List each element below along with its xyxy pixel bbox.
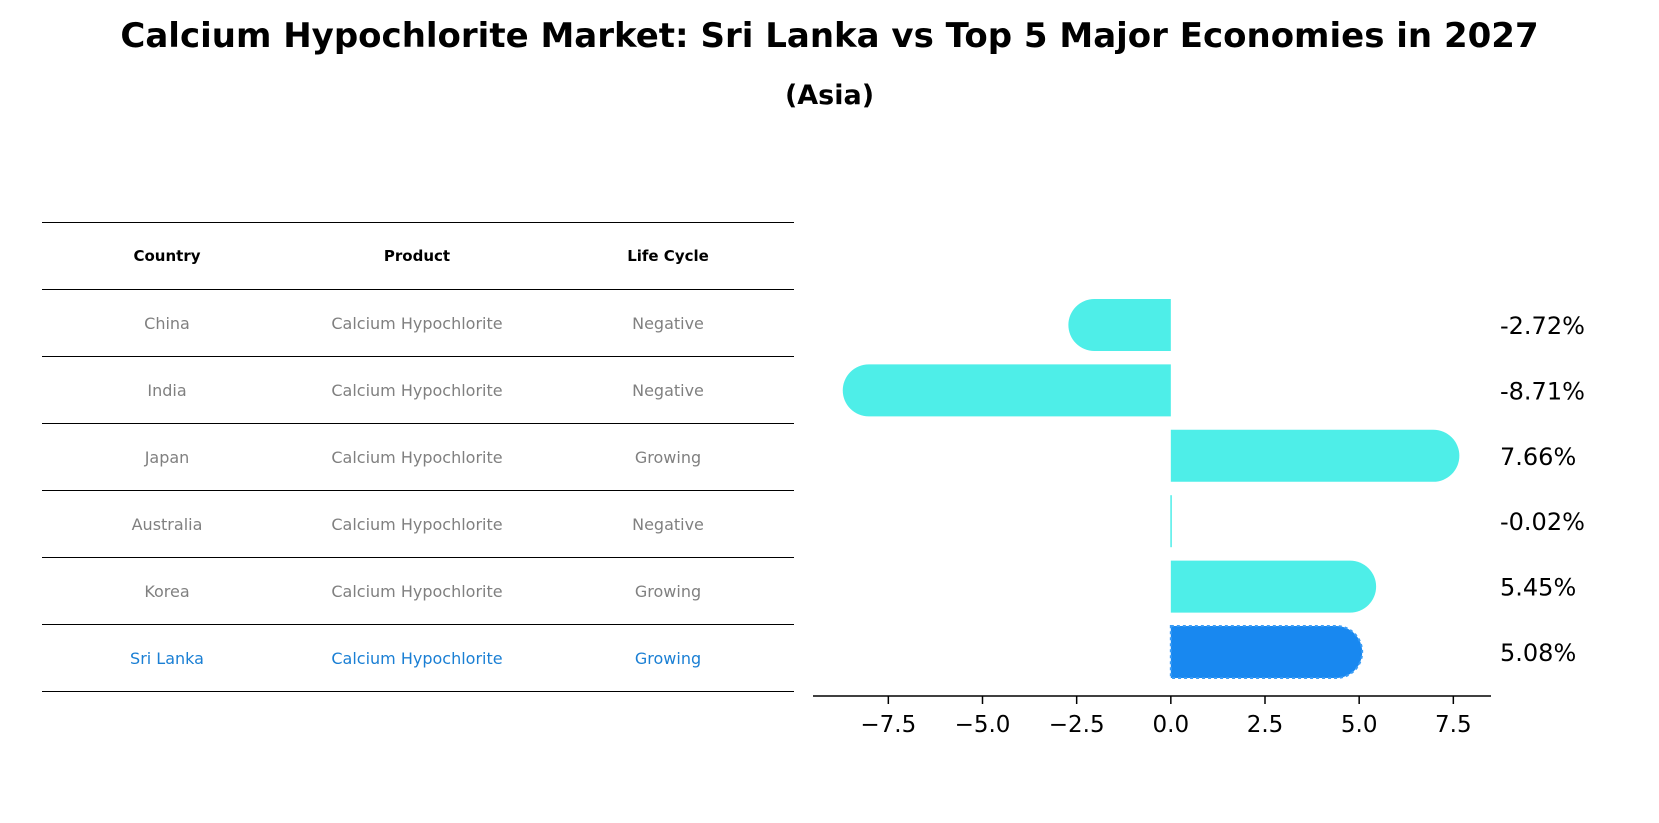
- header-country: Country: [42, 222, 292, 290]
- cell-life-cycle: Growing: [542, 624, 794, 692]
- cell-country: Australia: [42, 490, 292, 558]
- header-life-cycle: Life Cycle: [542, 222, 794, 290]
- x-tick-label: 7.5: [1435, 712, 1472, 738]
- cell-product: Calcium Hypochlorite: [292, 490, 542, 558]
- value-label: -0.02%: [1500, 508, 1585, 536]
- bar-korea: [1170, 560, 1377, 613]
- table-row: Korea Calcium Hypochlorite Growing: [42, 557, 794, 625]
- cell-country: Japan: [42, 423, 292, 491]
- cell-product: Calcium Hypochlorite: [292, 557, 542, 625]
- value-label: 5.08%: [1500, 639, 1576, 667]
- chart-subtitle: (Asia): [784, 80, 875, 111]
- value-label: -8.71%: [1500, 377, 1585, 405]
- value-label: -2.72%: [1500, 312, 1585, 340]
- cell-country: India: [42, 356, 292, 424]
- cell-product: Calcium Hypochlorite: [292, 289, 542, 357]
- bar-china: [1068, 299, 1171, 351]
- cell-life-cycle: Growing: [542, 423, 794, 491]
- table-header-row: Country Product Life Cycle: [42, 222, 794, 290]
- x-tick-label: −2.5: [1049, 712, 1105, 738]
- table-row: India Calcium Hypochlorite Negative: [42, 356, 794, 424]
- x-tick-label: 2.5: [1247, 712, 1284, 738]
- cell-product: Calcium Hypochlorite: [292, 624, 542, 692]
- x-tick-label: 5.0: [1341, 712, 1378, 738]
- value-label: 5.45%: [1500, 574, 1576, 602]
- data-table: Country Product Life Cycle China Calcium…: [42, 222, 794, 692]
- cell-product: Calcium Hypochlorite: [292, 356, 542, 424]
- table-row: China Calcium Hypochlorite Negative: [42, 289, 794, 357]
- table-row: Japan Calcium Hypochlorite Growing: [42, 423, 794, 491]
- cell-country: Sri Lanka: [42, 624, 292, 692]
- bar-australia: [1170, 495, 1172, 548]
- bar-india: [842, 364, 1171, 417]
- cell-life-cycle: Negative: [542, 356, 794, 424]
- cell-country: China: [42, 289, 292, 357]
- cell-life-cycle: Negative: [542, 289, 794, 357]
- bar-japan: [1170, 429, 1460, 482]
- cell-country: Korea: [42, 557, 292, 625]
- header-product: Product: [292, 222, 542, 290]
- table-row: Australia Calcium Hypochlorite Negative: [42, 490, 794, 558]
- cell-life-cycle: Negative: [542, 490, 794, 558]
- cell-life-cycle: Growing: [542, 557, 794, 625]
- x-tick-label: −7.5: [860, 712, 916, 738]
- table-row-highlighted: Sri Lanka Calcium Hypochlorite Growing: [42, 624, 794, 692]
- x-tick-label: 0.0: [1153, 712, 1190, 738]
- value-label: 7.66%: [1500, 443, 1576, 471]
- bar-sri-lanka: [1169, 625, 1364, 679]
- x-tick-label: −5.0: [955, 712, 1011, 738]
- chart-title: Calcium Hypochlorite Market: Sri Lanka v…: [120, 16, 1539, 56]
- cell-product: Calcium Hypochlorite: [292, 423, 542, 491]
